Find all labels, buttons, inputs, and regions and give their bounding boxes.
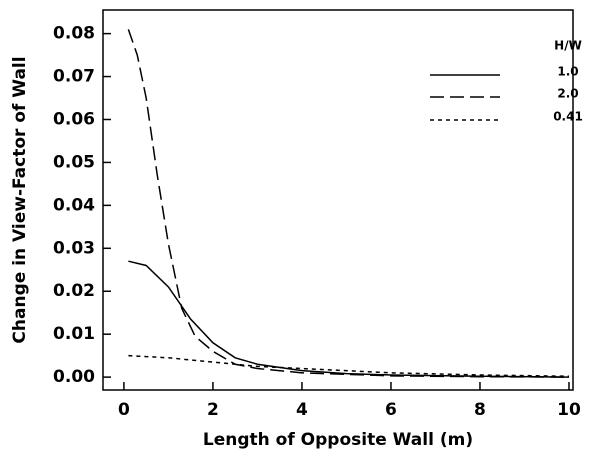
y-tick-label: 0.01 xyxy=(53,324,95,344)
legend-title: H/W xyxy=(554,39,582,53)
legend-label: 2.0 xyxy=(557,87,578,101)
series-line xyxy=(128,260,570,378)
legend-label: 0.41 xyxy=(553,110,583,124)
y-tick-label: 0.06 xyxy=(53,109,95,129)
x-axis-label: Length of Opposite Wall (m) xyxy=(203,430,473,450)
y-tick-label: 0.07 xyxy=(53,67,95,87)
x-tick-label: 2 xyxy=(207,400,219,420)
x-tick-label: 4 xyxy=(296,400,308,420)
y-tick-label: 0.02 xyxy=(53,281,95,301)
y-tick-label: 0.03 xyxy=(53,238,95,258)
legend-label: 1.0 xyxy=(557,65,578,79)
series-line xyxy=(128,354,570,378)
x-tick-label: 8 xyxy=(474,400,486,420)
x-tick-label: 10 xyxy=(557,400,581,420)
plot-frame xyxy=(102,9,574,391)
y-tick-label: 0.05 xyxy=(53,152,95,172)
y-axis-label: Change in View-Factor of Wall xyxy=(10,56,30,343)
x-tick-label: 0 xyxy=(118,400,130,420)
y-tick-label: 0.04 xyxy=(53,195,95,215)
x-tick-label: 6 xyxy=(385,400,397,420)
y-tick-label: 0.08 xyxy=(53,24,95,44)
series-line xyxy=(127,29,569,378)
y-tick-label: 0.00 xyxy=(53,367,95,387)
